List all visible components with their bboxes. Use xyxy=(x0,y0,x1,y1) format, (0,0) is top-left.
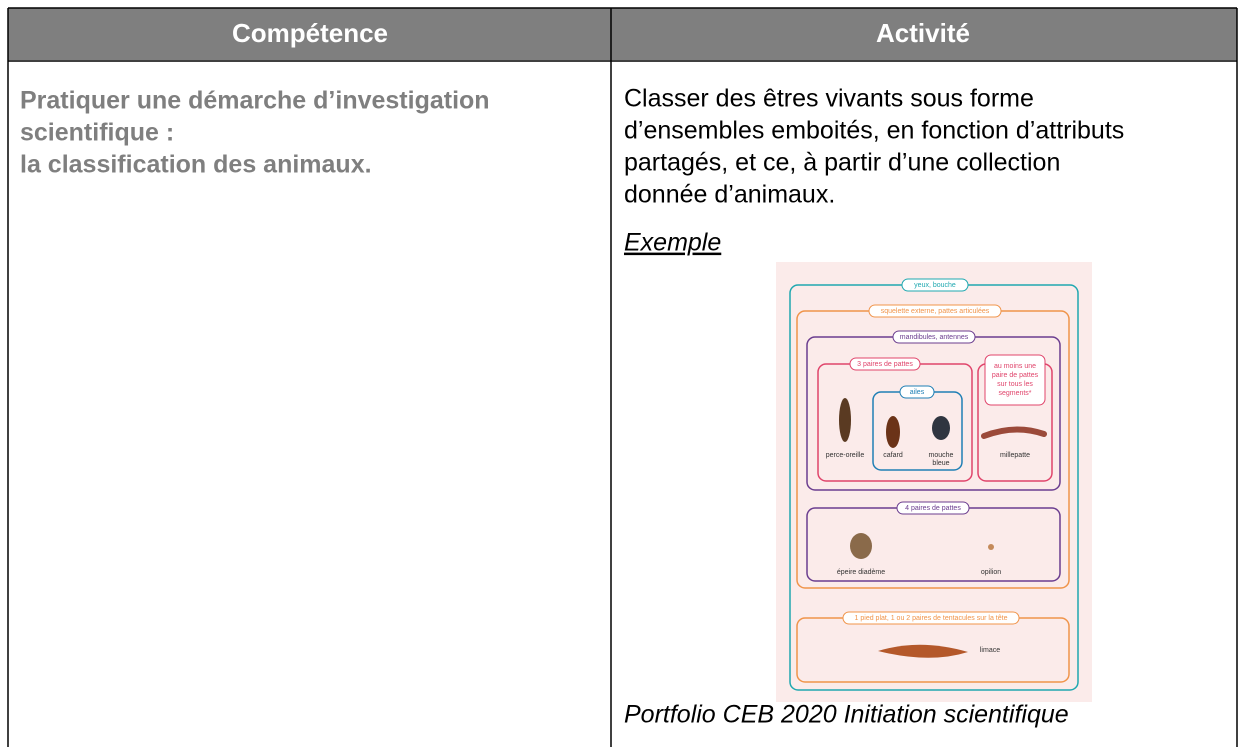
activite-line: d’ensembles emboités, en fonction d’attr… xyxy=(624,117,1124,145)
group-label: 1 pied plat, 1 ou 2 paires de tentacules… xyxy=(855,615,1008,622)
group-label: sur tous les xyxy=(997,381,1033,388)
header-cell: Compétence xyxy=(232,18,388,48)
animal-label: limace xyxy=(980,647,1000,654)
competence-line: la classification des animaux. xyxy=(20,151,372,179)
animal-label: bleue xyxy=(932,460,949,467)
group-label: segments* xyxy=(998,390,1031,397)
table-borders xyxy=(7,7,1238,747)
group-label: paire de pattes xyxy=(992,372,1039,379)
group-label: au moins une xyxy=(994,363,1036,370)
group-label: ailes xyxy=(910,389,925,396)
competence-line: scientifique : xyxy=(20,119,174,147)
animal-label: perce-oreille xyxy=(826,452,865,459)
caption: Portfolio CEB 2020 Initiation scientifiq… xyxy=(624,701,1069,729)
group-label: yeux, bouche xyxy=(914,282,956,289)
activite-line: Classer des êtres vivants sous forme xyxy=(624,85,1034,113)
group-label: 3 paires de pattes xyxy=(857,361,913,368)
example-label: Exemple xyxy=(624,229,721,257)
competence-line: Pratiquer une démarche d’investigation xyxy=(20,87,490,115)
animal-label: opilion xyxy=(981,569,1001,576)
group-label: squelette externe, pattes articulées xyxy=(881,308,990,315)
group-label: mandibules, antennes xyxy=(900,334,969,341)
header-cell: Activité xyxy=(876,18,970,48)
animal-label: mouche xyxy=(929,452,954,459)
activite-line: donnée d’animaux. xyxy=(624,181,835,209)
animal-label: cafard xyxy=(883,452,903,459)
header-row xyxy=(8,8,1237,60)
animal-label: épeire diadème xyxy=(837,569,885,576)
figure: yeux, bouche squelette externe, pattes a… xyxy=(776,262,1092,702)
activite-line: partagés, et ce, à partir d’une collecti… xyxy=(624,149,1060,177)
group-label: 4 paires de pattes xyxy=(905,505,961,512)
animal-pictures xyxy=(839,398,1047,658)
animal-label: millepatte xyxy=(1000,452,1030,459)
